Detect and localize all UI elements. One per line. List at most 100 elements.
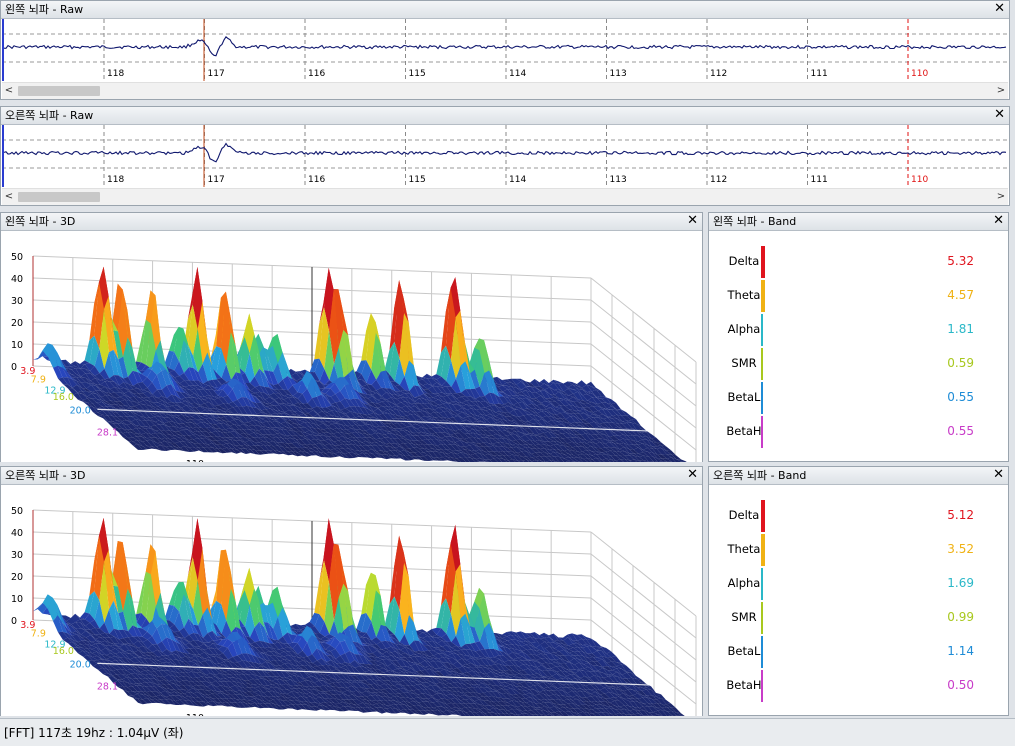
band-color-bar bbox=[761, 602, 763, 634]
panel-title: 왼쪽 뇌파 - Band bbox=[713, 214, 796, 229]
z-tick-label: 20 bbox=[11, 572, 23, 583]
panel-title: 오른쪽 뇌파 - 3D bbox=[5, 468, 86, 483]
status-bar: [FFT] 117초 19hz : 1.04μV (좌) bbox=[0, 718, 1015, 746]
band-value: 0.55 bbox=[947, 390, 974, 404]
z-tick-label: 20 bbox=[11, 318, 23, 329]
raw-tick-label: 113 bbox=[610, 69, 627, 79]
raw-tick-label: 112 bbox=[710, 175, 727, 185]
raw-tick-label: 116 bbox=[308, 175, 325, 185]
band-color-bar bbox=[761, 246, 765, 278]
panel-title: 왼쪽 뇌파 - 3D bbox=[5, 214, 75, 229]
right-3d-titlebar: 오른쪽 뇌파 - 3D ✕ bbox=[1, 467, 702, 485]
z-tick-label: 30 bbox=[11, 296, 23, 307]
band-color-bar bbox=[761, 500, 765, 532]
scroll-thumb[interactable] bbox=[18, 192, 100, 202]
left-raw-titlebar: 왼쪽 뇌파 - Raw ✕ bbox=[1, 1, 1009, 19]
raw-tick-label: 115 bbox=[409, 69, 426, 79]
close-icon[interactable]: ✕ bbox=[993, 213, 1004, 229]
scroll-right-arrow-icon[interactable]: > bbox=[994, 83, 1008, 99]
scroll-left-arrow-icon[interactable]: < bbox=[2, 189, 16, 205]
close-icon[interactable]: ✕ bbox=[993, 467, 1004, 483]
right-band-titlebar: 오른쪽 뇌파 - Band ✕ bbox=[709, 467, 1008, 485]
raw-tick-label: 118 bbox=[107, 69, 124, 79]
band-value: 1.81 bbox=[947, 322, 974, 336]
band-value: 3.52 bbox=[947, 542, 974, 556]
freq-tick-label: 28.1 bbox=[97, 682, 118, 693]
close-icon[interactable]: ✕ bbox=[994, 107, 1005, 123]
band-color-bar bbox=[761, 568, 763, 600]
band-value: 0.50 bbox=[947, 678, 974, 692]
freq-tick-label: 16.0 bbox=[53, 392, 74, 403]
band-value: 0.59 bbox=[947, 356, 974, 370]
left-3d-titlebar: 왼쪽 뇌파 - 3D ✕ bbox=[1, 213, 702, 231]
freq-tick-label: 16.0 bbox=[53, 646, 74, 657]
right-raw-signal: 118 117 116 115 114 113 112 111 110 bbox=[2, 125, 1008, 187]
raw-tick-label: 118 bbox=[107, 175, 124, 185]
scroll-right-arrow-icon[interactable]: > bbox=[994, 189, 1008, 205]
freq-tick-label: 7.9 bbox=[31, 375, 46, 386]
band-value: 1.69 bbox=[947, 576, 974, 590]
time-tick-label: 110 bbox=[186, 713, 204, 716]
band-value: 0.55 bbox=[947, 424, 974, 438]
freq-tick-label: 7.9 bbox=[31, 629, 46, 640]
z-tick-label: 40 bbox=[11, 274, 23, 285]
right-raw-scrollbar[interactable]: < > bbox=[2, 188, 1008, 205]
scroll-thumb[interactable] bbox=[18, 86, 100, 96]
band-color-bar bbox=[761, 382, 763, 414]
z-tick-label: 0 bbox=[11, 362, 17, 373]
band-color-bar bbox=[761, 636, 763, 668]
raw-tick-label: 114 bbox=[509, 175, 526, 185]
raw-tick-label: 111 bbox=[811, 69, 828, 79]
close-icon[interactable]: ✕ bbox=[687, 213, 698, 229]
z-tick-label: 30 bbox=[11, 550, 23, 561]
raw-signal-plot: 118 117 116 115 114 113 112 111 110 bbox=[2, 125, 1008, 187]
band-value: 5.12 bbox=[947, 508, 974, 522]
raw-tick-label: 113 bbox=[610, 175, 627, 185]
z-tick-label: 40 bbox=[11, 528, 23, 539]
3d-spectrum-plot: 504030201003.97.912.916.020.028.11101009… bbox=[1, 485, 702, 716]
close-icon[interactable]: ✕ bbox=[687, 467, 698, 483]
time-tick-label: 100 bbox=[234, 715, 252, 716]
time-tick-label: 100 bbox=[234, 461, 252, 462]
raw-tick-label: 114 bbox=[509, 69, 526, 79]
raw-tick-label: 117 bbox=[208, 175, 225, 185]
band-color-bar bbox=[761, 348, 763, 380]
raw-tick-label: 110 bbox=[911, 175, 928, 185]
band-color-bar bbox=[761, 534, 765, 566]
raw-tick-label: 111 bbox=[811, 175, 828, 185]
z-tick-label: 50 bbox=[11, 252, 23, 263]
raw-tick-label: 117 bbox=[208, 69, 225, 79]
raw-tick-label: 110 bbox=[911, 69, 928, 79]
raw-tick-label: 115 bbox=[409, 175, 426, 185]
time-tick-label: 110 bbox=[186, 459, 204, 462]
left-raw-scrollbar[interactable]: < > bbox=[2, 82, 1008, 99]
panel-title: 왼쪽 뇌파 - Raw bbox=[5, 2, 83, 17]
band-color-bar bbox=[761, 670, 763, 702]
panel-title: 오른쪽 뇌파 - Band bbox=[713, 468, 806, 483]
3d-spectrum-plot: 504030201003.97.912.916.020.028.11101009… bbox=[1, 231, 702, 462]
left-band-titlebar: 왼쪽 뇌파 - Band ✕ bbox=[709, 213, 1008, 231]
status-text: [FFT] 117초 19hz : 1.04μV (좌) bbox=[4, 724, 184, 741]
band-color-bar bbox=[761, 416, 763, 448]
band-color-bar bbox=[761, 280, 765, 312]
scroll-left-arrow-icon[interactable]: < bbox=[2, 83, 16, 99]
close-icon[interactable]: ✕ bbox=[994, 1, 1005, 17]
